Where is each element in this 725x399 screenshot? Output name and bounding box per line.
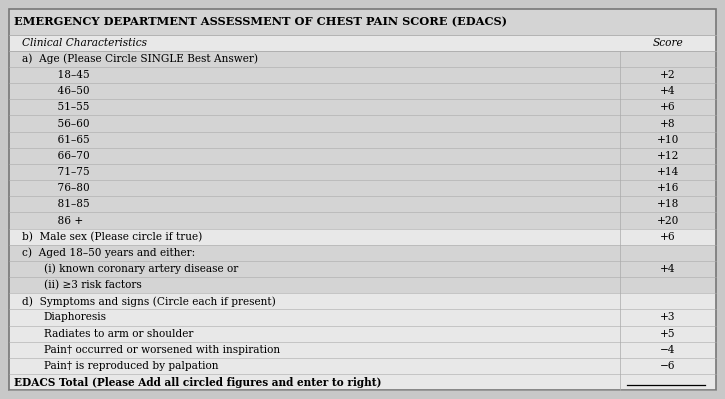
Text: +6: +6 xyxy=(660,232,676,242)
Text: 86 +: 86 + xyxy=(44,215,83,225)
Text: 51–55: 51–55 xyxy=(44,103,89,113)
Bar xyxy=(9,148,716,164)
Bar xyxy=(9,277,716,293)
Text: +4: +4 xyxy=(660,86,676,96)
Bar xyxy=(9,67,716,83)
Text: 46–50: 46–50 xyxy=(44,86,89,96)
Text: +20: +20 xyxy=(657,215,679,225)
Text: Pain† is reproduced by palpation: Pain† is reproduced by palpation xyxy=(44,361,218,371)
Text: a)  Age (Please Circle SINGLE Best Answer): a) Age (Please Circle SINGLE Best Answer… xyxy=(22,53,258,64)
Bar xyxy=(9,51,716,67)
Text: EDACS Total (Please Add all circled figures and enter to right): EDACS Total (Please Add all circled figu… xyxy=(14,377,382,388)
Bar xyxy=(9,212,716,229)
Text: 18–45: 18–45 xyxy=(44,70,89,80)
Text: +18: +18 xyxy=(657,200,679,209)
Text: Clinical Characteristics: Clinical Characteristics xyxy=(22,38,146,48)
Text: 61–65: 61–65 xyxy=(44,135,89,145)
Bar xyxy=(9,180,716,196)
Text: −4: −4 xyxy=(660,345,676,355)
Bar xyxy=(9,358,716,374)
Text: +3: +3 xyxy=(660,312,676,322)
Text: +8: +8 xyxy=(660,119,676,128)
Text: Score: Score xyxy=(652,38,684,48)
Bar xyxy=(9,293,716,309)
Text: Pain† occurred or worsened with inspiration: Pain† occurred or worsened with inspirat… xyxy=(44,345,280,355)
Text: EMERGENCY DEPARTMENT ASSESSMENT OF CHEST PAIN SCORE (EDACS): EMERGENCY DEPARTMENT ASSESSMENT OF CHEST… xyxy=(14,16,507,27)
Bar xyxy=(9,374,716,390)
Text: 71–75: 71–75 xyxy=(44,167,89,177)
Text: 56–60: 56–60 xyxy=(44,119,89,128)
Text: −6: −6 xyxy=(660,361,676,371)
Bar xyxy=(9,9,716,35)
Text: b)  Male sex (Please circle if true): b) Male sex (Please circle if true) xyxy=(22,231,202,242)
Text: c)  Aged 18–50 years and either:: c) Aged 18–50 years and either: xyxy=(22,247,195,258)
Text: +10: +10 xyxy=(657,135,679,145)
Text: 81–85: 81–85 xyxy=(44,200,89,209)
Bar xyxy=(9,115,716,132)
Bar xyxy=(9,342,716,358)
Text: Diaphoresis: Diaphoresis xyxy=(44,312,107,322)
Text: +5: +5 xyxy=(660,329,676,339)
Bar xyxy=(9,99,716,115)
Text: Radiates to arm or shoulder: Radiates to arm or shoulder xyxy=(44,329,193,339)
Text: +4: +4 xyxy=(660,264,676,274)
Text: 66–70: 66–70 xyxy=(44,151,89,161)
Bar xyxy=(9,309,716,326)
Bar xyxy=(9,83,716,99)
Bar xyxy=(9,261,716,277)
Bar xyxy=(9,245,716,261)
Bar xyxy=(9,229,716,245)
Bar xyxy=(9,35,716,51)
Bar xyxy=(9,326,716,342)
Text: d)  Symptoms and signs (Circle each if present): d) Symptoms and signs (Circle each if pr… xyxy=(22,296,276,306)
Bar xyxy=(9,196,716,212)
Text: +12: +12 xyxy=(657,151,679,161)
Text: +14: +14 xyxy=(657,167,679,177)
Text: +2: +2 xyxy=(660,70,676,80)
Text: 76–80: 76–80 xyxy=(44,183,89,193)
Text: (i) known coronary artery disease or: (i) known coronary artery disease or xyxy=(44,264,238,274)
Text: +16: +16 xyxy=(657,183,679,193)
Text: (ii) ≥3 risk factors: (ii) ≥3 risk factors xyxy=(44,280,141,290)
Bar xyxy=(9,132,716,148)
Bar xyxy=(9,164,716,180)
Text: +6: +6 xyxy=(660,103,676,113)
